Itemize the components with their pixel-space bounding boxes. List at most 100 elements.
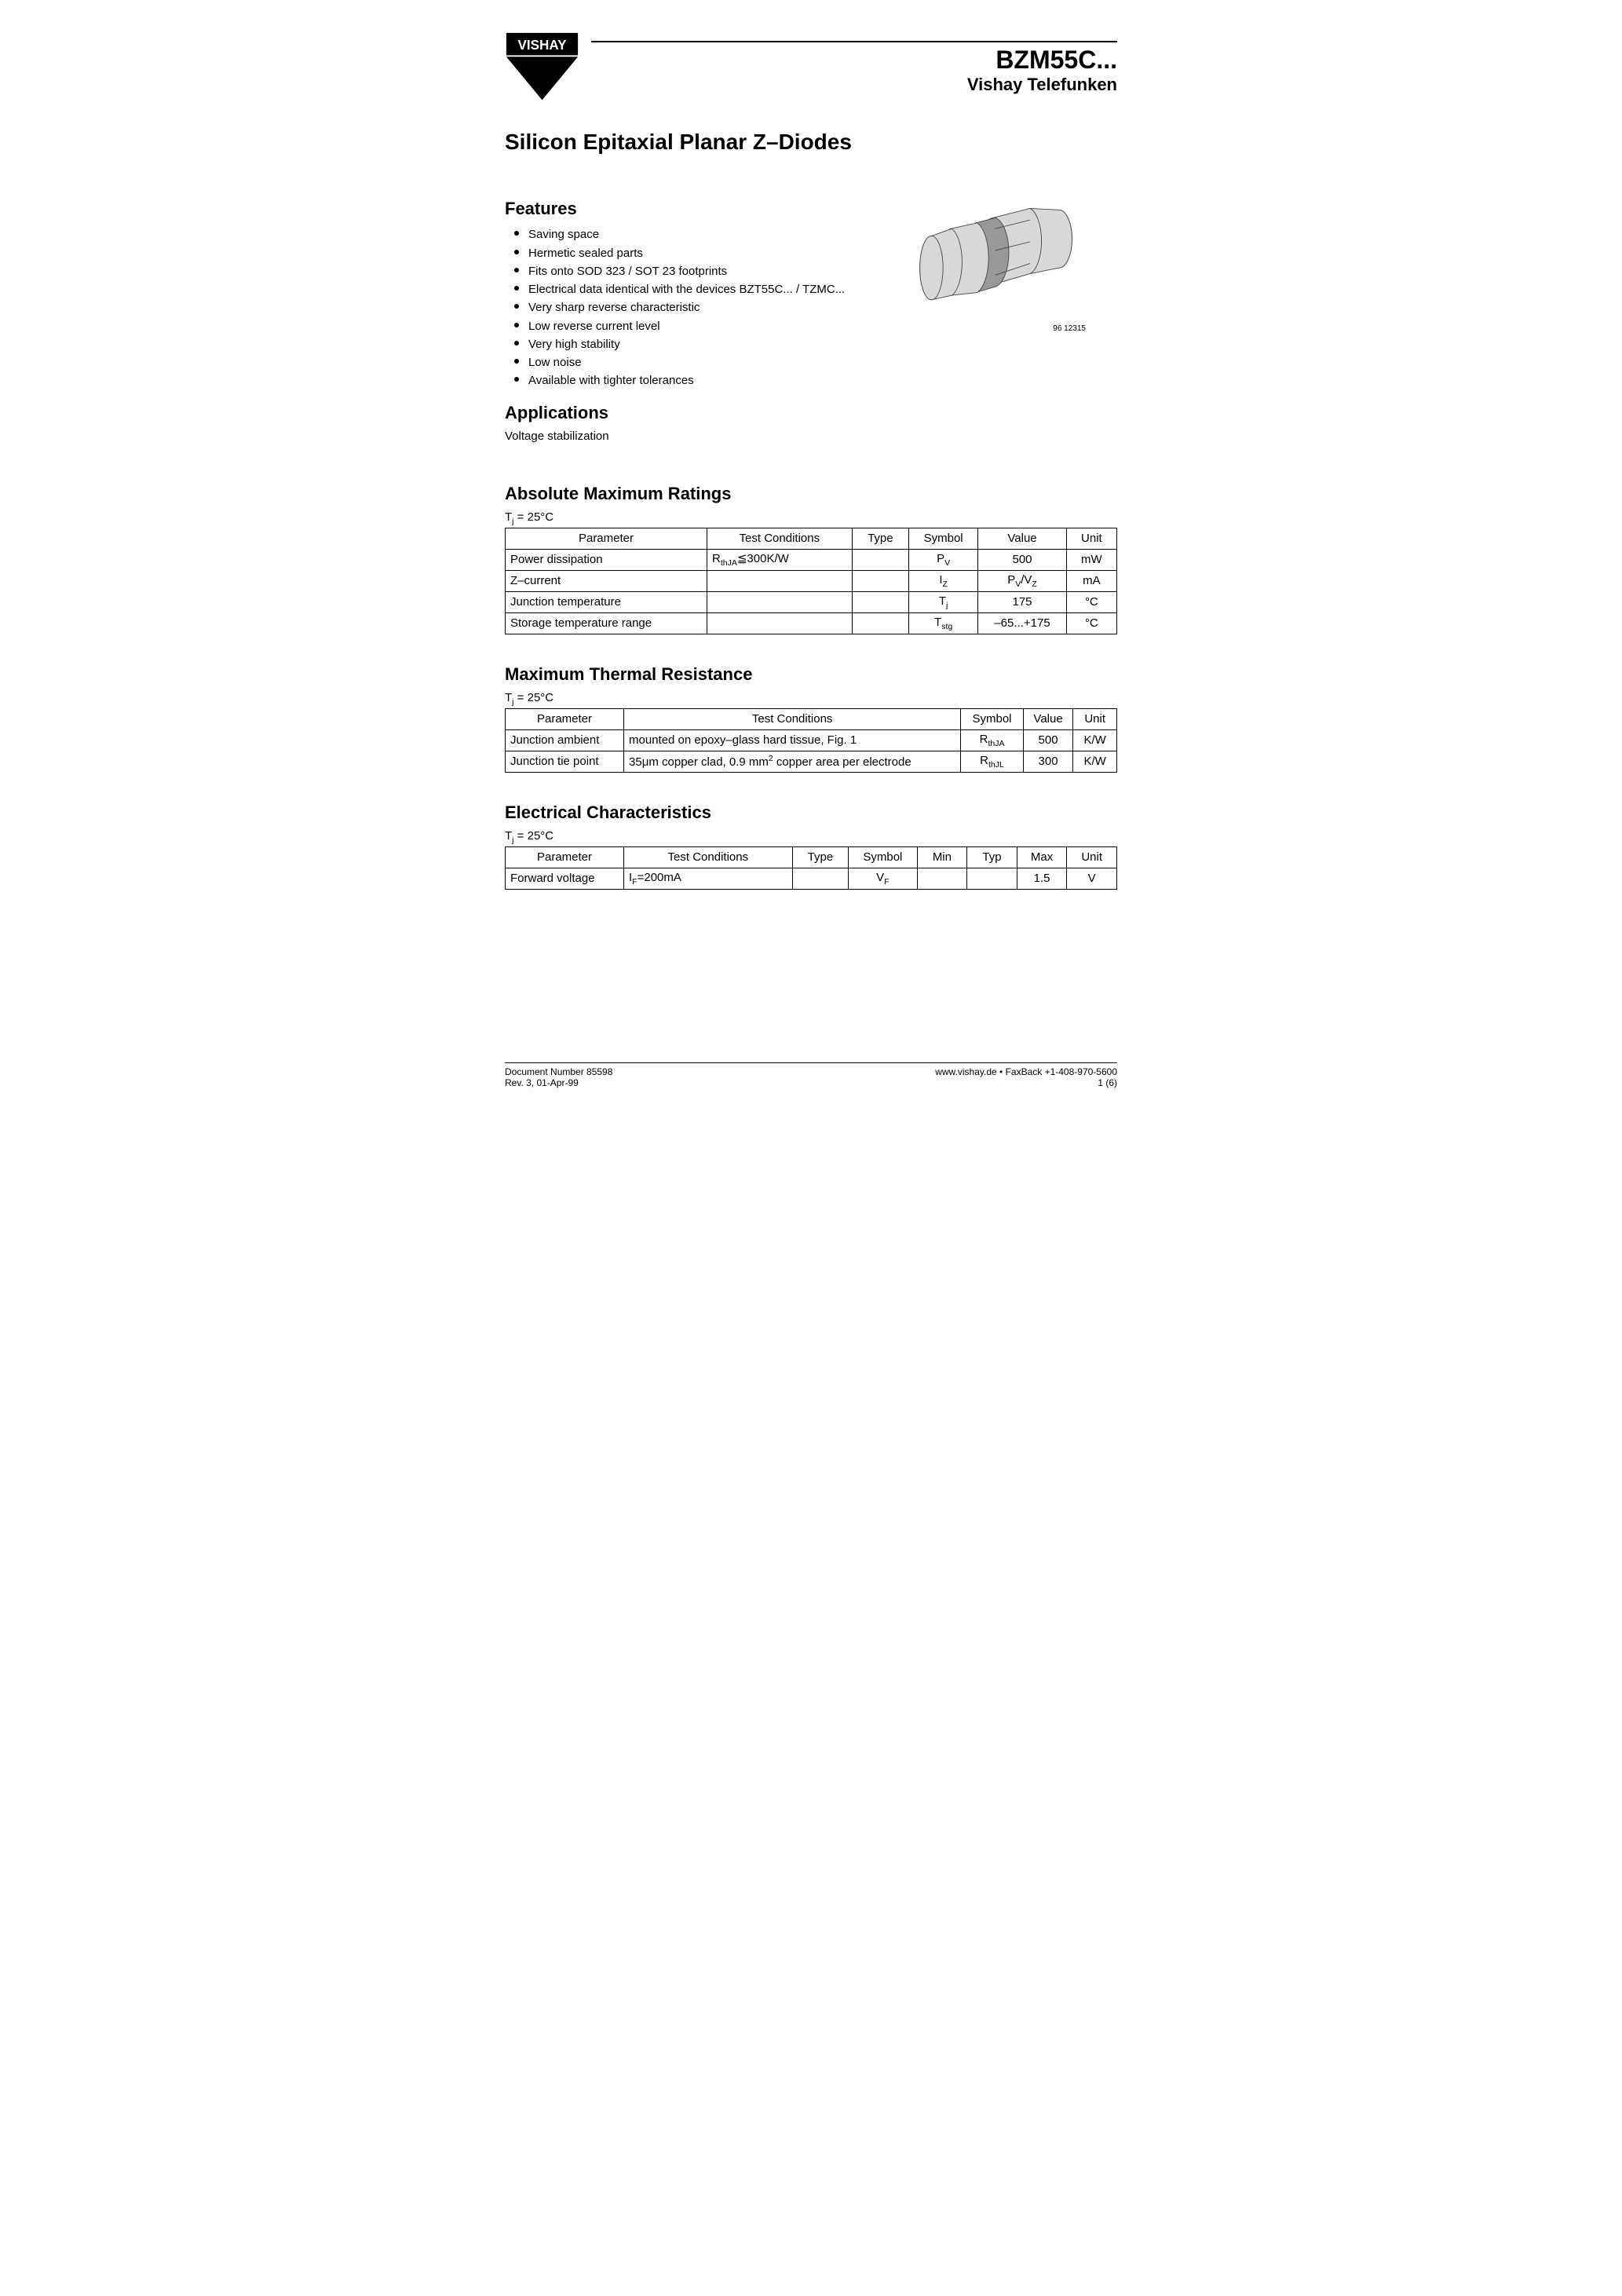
feature-item: Very high stability [519,335,860,353]
cell-symbol: RthJA [961,729,1023,751]
table-row: Storage temperature range Tstg–65...+175°… [506,612,1117,634]
cell-symbol: Tstg [908,612,977,634]
abs-max-heading: Absolute Maximum Ratings [505,484,1117,504]
feature-item: Available with tighter tolerances [519,371,860,389]
cell-min [917,868,967,889]
cell-conditions [707,591,852,612]
page-footer: Document Number 85598 Rev. 3, 01-Apr-99 … [505,1062,1117,1088]
cell-value: PV/VZ [978,570,1066,591]
applications-text: Voltage stabilization [505,430,1117,443]
table-header-cell: Symbol [908,528,977,549]
part-number: BZM55C... [591,46,1117,75]
table-header-cell: Unit [1067,846,1117,868]
cell-conditions [707,612,852,634]
table-header-cell: Unit [1066,528,1116,549]
header-rule [591,41,1117,42]
cell-value: 175 [978,591,1066,612]
cell-unit: V [1067,868,1117,889]
cell-symbol: IZ [908,570,977,591]
abs-max-table: ParameterTest ConditionsTypeSymbolValueU… [505,528,1117,634]
feature-item: Fits onto SOD 323 / SOT 23 footprints [519,262,860,280]
vishay-logo: VISHAY [505,31,579,102]
table-header-cell: Unit [1073,708,1117,729]
table-header-cell: Parameter [506,708,624,729]
table-header-cell: Symbol [961,708,1023,729]
cell-type [852,549,908,570]
cell-unit: mW [1066,549,1116,570]
cell-type [852,570,908,591]
cell-conditions: mounted on epoxy–glass hard tissue, Fig.… [624,729,961,751]
cell-unit: °C [1066,591,1116,612]
document-title: Silicon Epitaxial Planar Z–Diodes [505,130,1117,155]
cell-unit: K/W [1073,729,1117,751]
cell-max: 1.5 [1017,868,1067,889]
thermal-table: ParameterTest ConditionsSymbolValueUnit … [505,708,1117,773]
feature-item: Very sharp reverse characteristic [519,298,860,316]
component-caption: 96 12315 [883,324,1086,333]
cell-value: 300 [1023,751,1073,772]
table-header-cell: Min [917,846,967,868]
page-header: VISHAY BZM55C... Vishay Telefunken [505,31,1117,106]
footer-page: 1 (6) [935,1077,1117,1088]
thermal-condition: Tj = 25°C [505,691,1117,707]
table-header-cell: Parameter [506,528,707,549]
cell-parameter: Junction temperature [506,591,707,612]
table-header-cell: Test Conditions [624,846,793,868]
table-header-cell: Type [792,846,849,868]
feature-item: Low reverse current level [519,317,860,335]
cell-unit: °C [1066,612,1116,634]
table-row: Forward voltageIF=200mAVF1.5V [506,868,1117,889]
footer-doc-number: Document Number 85598 [505,1066,612,1077]
electrical-table: ParameterTest ConditionsTypeSymbolMinTyp… [505,846,1117,890]
features-list: Saving spaceHermetic sealed partsFits on… [505,225,860,389]
table-header-cell: Symbol [849,846,917,868]
table-header-cell: Type [852,528,908,549]
logo-text: VISHAY [517,38,567,53]
table-header-cell: Test Conditions [624,708,961,729]
table-header-cell: Parameter [506,846,624,868]
cell-symbol: PV [908,549,977,570]
footer-url: www.vishay.de • FaxBack +1-408-970-5600 [935,1066,1117,1077]
cell-typ [967,868,1017,889]
applications-heading: Applications [505,403,1117,423]
cell-parameter: Storage temperature range [506,612,707,634]
table-header-cell: Max [1017,846,1067,868]
cell-unit: K/W [1073,751,1117,772]
electrical-heading: Electrical Characteristics [505,803,1117,823]
cell-conditions: IF=200mA [624,868,793,889]
cell-value: –65...+175 [978,612,1066,634]
table-row: Power dissipationRthJA≦300K/W PV500mW [506,549,1117,570]
cell-type [852,612,908,634]
table-row: Junction tie point35μm copper clad, 0.9 … [506,751,1117,772]
electrical-condition: Tj = 25°C [505,829,1117,845]
abs-max-condition: Tj = 25°C [505,510,1117,526]
cell-type [792,868,849,889]
cell-value: 500 [978,549,1066,570]
cell-conditions: RthJA≦300K/W [707,549,852,570]
feature-item: Low noise [519,353,860,371]
thermal-heading: Maximum Thermal Resistance [505,664,1117,685]
cell-type [852,591,908,612]
brand-line: Vishay Telefunken [591,75,1117,95]
cell-parameter: Junction ambient [506,729,624,751]
table-row: Junction ambientmounted on epoxy–glass h… [506,729,1117,751]
table-row: Junction temperature Tj175°C [506,591,1117,612]
cell-symbol: VF [849,868,917,889]
cell-symbol: RthJL [961,751,1023,772]
cell-conditions: 35μm copper clad, 0.9 mm2 copper area pe… [624,751,961,772]
cell-conditions [707,570,852,591]
features-heading: Features [505,199,860,219]
cell-symbol: Tj [908,591,977,612]
table-header-cell: Typ [967,846,1017,868]
cell-parameter: Junction tie point [506,751,624,772]
table-header-cell: Value [978,528,1066,549]
footer-rev: Rev. 3, 01-Apr-99 [505,1077,612,1088]
table-header-cell: Test Conditions [707,528,852,549]
cell-parameter: Power dissipation [506,549,707,570]
feature-item: Electrical data identical with the devic… [519,280,860,298]
cell-unit: mA [1066,570,1116,591]
feature-item: Saving space [519,225,860,243]
component-illustration [907,194,1095,317]
table-header-cell: Value [1023,708,1073,729]
cell-value: 500 [1023,729,1073,751]
